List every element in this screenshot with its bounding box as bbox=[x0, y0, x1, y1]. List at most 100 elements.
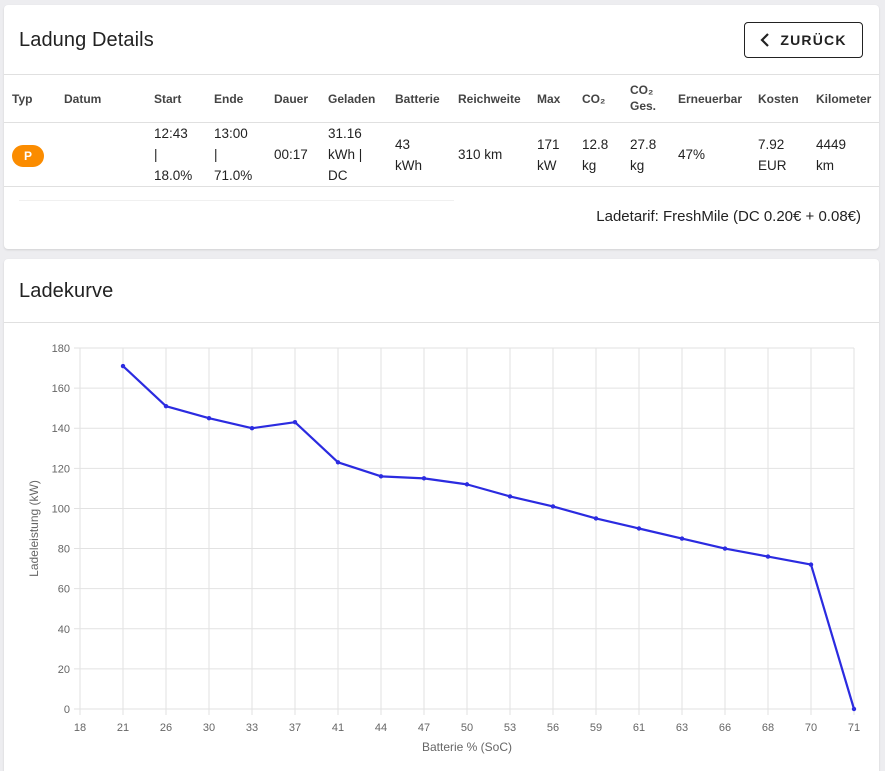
x-tick-label: 41 bbox=[332, 722, 344, 734]
col-co2: CO₂ bbox=[582, 92, 606, 106]
cell-co2: 12.8 kg bbox=[582, 134, 608, 176]
curve-divider bbox=[4, 322, 879, 323]
cell-ende-time: 13:00 bbox=[214, 126, 248, 141]
x-tick-label: 70 bbox=[805, 722, 817, 734]
data-point[interactable] bbox=[249, 426, 255, 431]
col-max: Max bbox=[537, 92, 561, 106]
x-tick-label: 53 bbox=[504, 722, 516, 734]
back-button[interactable]: ZURÜCK bbox=[744, 22, 863, 58]
table-header-divider bbox=[4, 122, 879, 123]
col-erneuerbar: Erneuerbar bbox=[678, 92, 743, 106]
cell-start-soc: 18.0% bbox=[154, 168, 193, 183]
cell-batterie-unit: kWh bbox=[395, 158, 422, 173]
data-point[interactable] bbox=[722, 546, 728, 551]
cell-batterie-value: 43 bbox=[395, 137, 411, 152]
x-tick-label: 37 bbox=[289, 722, 301, 734]
y-tick-label: 60 bbox=[58, 584, 70, 596]
x-tick-label: 66 bbox=[719, 722, 731, 734]
x-tick-label: 26 bbox=[160, 722, 172, 734]
cell-start-time: 12:43 bbox=[154, 126, 188, 141]
x-tick-label: 21 bbox=[117, 722, 129, 734]
col-co2-ges-line2: Ges. bbox=[630, 99, 657, 113]
cell-co2-value: 12.8 bbox=[582, 137, 609, 152]
type-badge: P bbox=[12, 145, 44, 167]
back-button-label: ZURÜCK bbox=[780, 32, 847, 48]
cell-co2-ges-value: 27.8 bbox=[630, 137, 657, 152]
col-datum: Datum bbox=[64, 92, 102, 106]
cell-reichweite: 310 km bbox=[458, 147, 503, 162]
x-tick-label: 59 bbox=[590, 722, 602, 734]
cell-co2-unit: kg bbox=[582, 158, 597, 173]
y-axis-label: Ladeleistung (kW) bbox=[27, 480, 41, 577]
cell-start-sep: | bbox=[154, 147, 158, 162]
y-tick-label: 180 bbox=[52, 343, 70, 355]
data-point[interactable] bbox=[851, 706, 857, 712]
x-tick-label: 47 bbox=[418, 722, 430, 734]
col-ende: Ende bbox=[214, 92, 244, 106]
y-tick-label: 120 bbox=[52, 463, 70, 475]
x-axis-label: Batterie % (SoC) bbox=[422, 740, 512, 754]
data-point[interactable] bbox=[808, 562, 814, 567]
cell-kosten-unit: EUR bbox=[758, 158, 787, 173]
data-point[interactable] bbox=[163, 403, 169, 409]
data-point[interactable] bbox=[593, 516, 599, 521]
series-line bbox=[122, 365, 856, 710]
cell-dauer: 00:17 bbox=[274, 147, 308, 162]
curve-card: Ladekurve 0 20 40 60 80 100 120 140 160 180 18 21 26… bbox=[4, 259, 879, 771]
data-point[interactable] bbox=[378, 474, 384, 479]
cell-max: 171 kW bbox=[537, 134, 560, 176]
details-title: Ladung Details bbox=[19, 29, 154, 51]
data-point[interactable] bbox=[636, 526, 642, 531]
x-tick-label: 71 bbox=[848, 722, 860, 734]
col-geladen: Geladen bbox=[328, 92, 376, 106]
cell-kilometer-unit: km bbox=[816, 158, 834, 173]
y-tick-label: 160 bbox=[52, 383, 70, 395]
cell-max-unit: kW bbox=[537, 158, 557, 173]
data-point[interactable] bbox=[335, 460, 341, 465]
table-row-divider bbox=[4, 186, 879, 187]
faint-divider bbox=[19, 200, 214, 201]
cell-geladen-unit: kWh | bbox=[328, 147, 363, 162]
x-tick-label: 44 bbox=[375, 722, 387, 734]
x-tick-label: 56 bbox=[547, 722, 559, 734]
x-tick-label: 61 bbox=[633, 722, 645, 734]
faint-divider bbox=[214, 200, 344, 201]
x-tick-label: 33 bbox=[246, 722, 258, 734]
faint-divider bbox=[344, 200, 454, 201]
col-kosten: Kosten bbox=[758, 92, 799, 106]
x-tick-label: 30 bbox=[203, 722, 215, 734]
data-point[interactable] bbox=[679, 536, 685, 541]
y-tick-label: 0 bbox=[64, 704, 70, 716]
charging-curve-chart: 0 20 40 60 80 100 120 140 160 180 18 21 26 30 33 37 41 44… bbox=[27, 343, 860, 754]
header-divider bbox=[4, 74, 879, 75]
curve-title: Ladekurve bbox=[19, 280, 114, 302]
tariff-info: Ladetarif: FreshMile (DC 0.20€ + 0.08€) bbox=[596, 208, 861, 225]
col-co2-ges-line1: CO₂ bbox=[630, 83, 654, 97]
col-co2-ges: CO₂ Ges. bbox=[630, 82, 656, 114]
cell-kilometer-value: 4449 bbox=[816, 137, 847, 152]
col-reichweite: Reichweite bbox=[458, 92, 521, 106]
data-point[interactable] bbox=[120, 363, 126, 369]
cell-geladen: 31.16 kWh | DC bbox=[328, 123, 362, 186]
cell-geladen-value: 31.16 bbox=[328, 126, 362, 141]
cell-co2-ges: 27.8 kg bbox=[630, 134, 656, 176]
x-tick-label: 63 bbox=[676, 722, 688, 734]
cell-erneuerbar: 47% bbox=[678, 147, 706, 162]
data-point[interactable] bbox=[507, 494, 513, 499]
x-tick-label: 68 bbox=[762, 722, 774, 734]
data-point[interactable] bbox=[206, 415, 212, 421]
details-card: Ladung Details ZURÜCK Typ Datum Start En… bbox=[4, 5, 879, 249]
cell-batterie: 43 kWh bbox=[395, 134, 422, 176]
data-point[interactable] bbox=[292, 420, 298, 425]
y-tick-label: 20 bbox=[58, 664, 70, 676]
data-point[interactable] bbox=[464, 482, 470, 487]
y-tick-label: 80 bbox=[58, 544, 70, 556]
cell-kilometer: 4449 km bbox=[816, 134, 846, 176]
cell-ende-sep: | bbox=[214, 147, 218, 162]
cell-max-value: 171 bbox=[537, 137, 560, 152]
data-point[interactable] bbox=[765, 554, 771, 559]
data-point[interactable] bbox=[421, 476, 427, 481]
y-tick-label: 100 bbox=[52, 503, 70, 515]
chevron-left-icon bbox=[760, 33, 770, 47]
data-point[interactable] bbox=[550, 504, 556, 509]
